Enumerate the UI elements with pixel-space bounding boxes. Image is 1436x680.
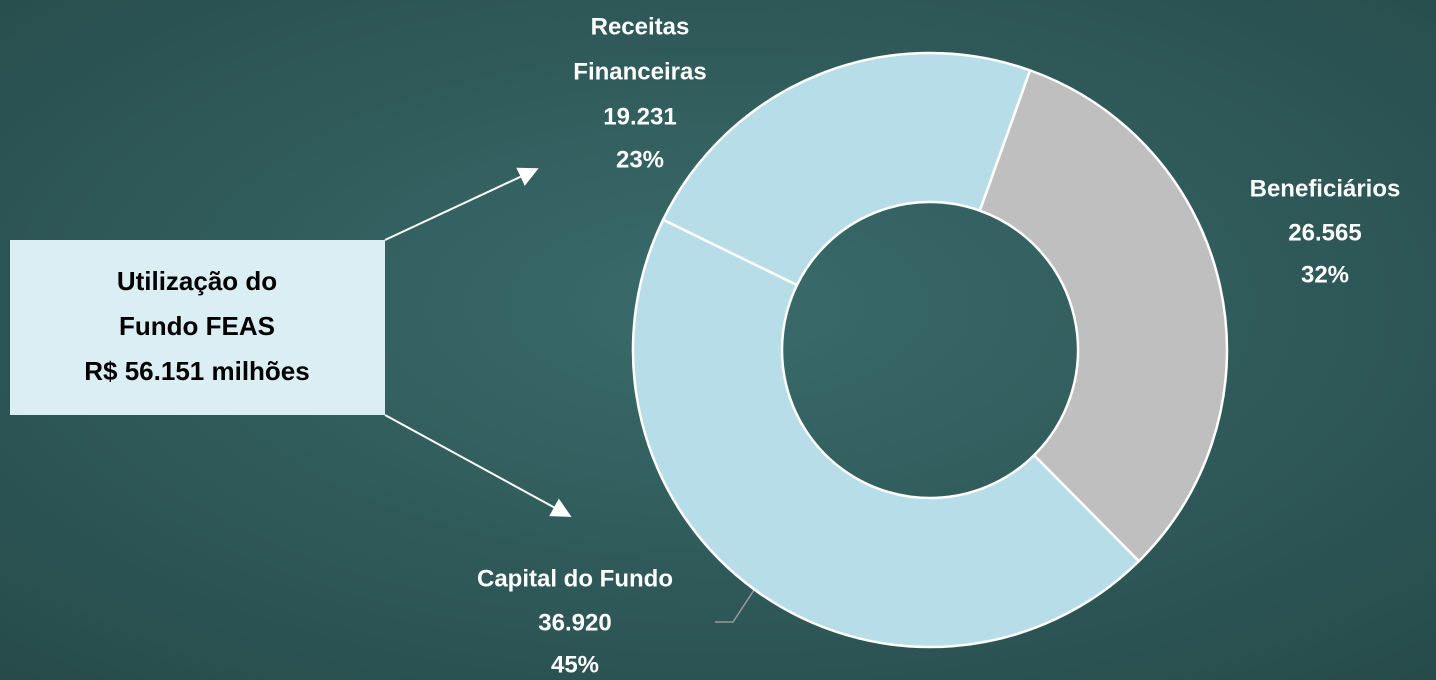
value-label: 19.231 xyxy=(603,103,676,130)
arrow xyxy=(384,167,539,241)
donut-slice xyxy=(631,218,1141,649)
percent-label: 23% xyxy=(616,146,664,173)
slice-label: Capital do Fundo xyxy=(477,565,673,592)
donut-slice xyxy=(661,51,1032,287)
annotation-text: Fundo FEAS xyxy=(119,311,275,341)
percent-label: 45% xyxy=(551,651,599,678)
annotation-text: R$ 56.151 milhões xyxy=(84,356,309,386)
value-label: 36.920 xyxy=(538,609,611,636)
slice-label: Receitas xyxy=(591,13,690,40)
annotation-text: Utilização do xyxy=(117,266,277,296)
annotation-box xyxy=(10,240,385,415)
slice-label: Financeiras xyxy=(573,58,706,85)
percent-label: 32% xyxy=(1301,261,1349,288)
slice-label: Beneficiários xyxy=(1250,175,1401,202)
arrow xyxy=(384,414,572,517)
value-label: 26.565 xyxy=(1288,219,1361,246)
donut-slice xyxy=(978,68,1229,563)
